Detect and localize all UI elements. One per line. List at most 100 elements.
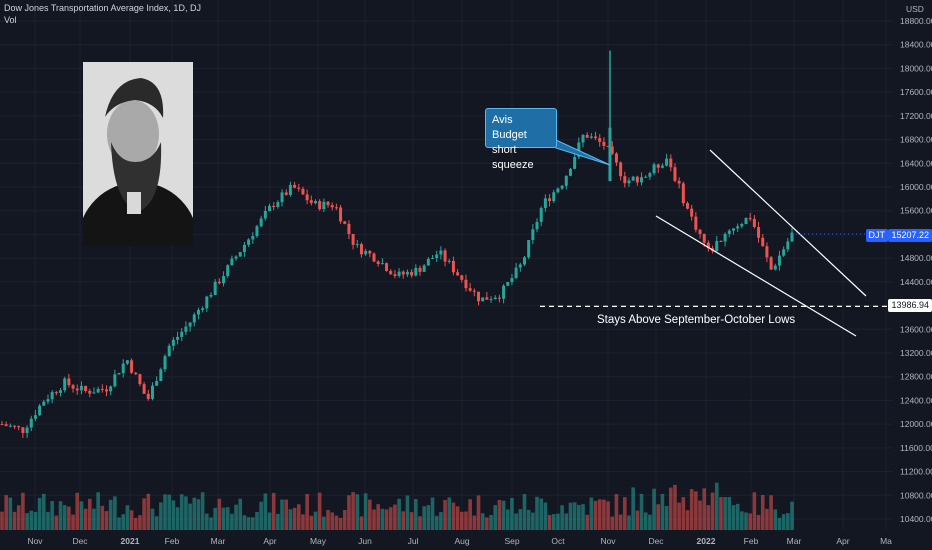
volume-bar: [514, 513, 518, 530]
last-price-tag: 15207.22: [888, 229, 932, 242]
volume-bar: [756, 514, 761, 530]
volume-bar: [296, 504, 301, 530]
volume-bar: [535, 496, 539, 530]
candle-body: [623, 176, 627, 184]
volume-bar: [21, 492, 25, 530]
volume-bar: [623, 497, 627, 530]
candle-body: [79, 385, 83, 391]
volume-bar: [271, 492, 276, 530]
volume-bar: [330, 512, 335, 530]
candle-body: [259, 218, 263, 227]
volume-bar: [326, 509, 330, 530]
candle-body: [426, 258, 430, 266]
volume-bar: [150, 508, 155, 530]
volume-bar: [401, 511, 406, 530]
volume-bar: [29, 510, 34, 530]
x-tick-label: 2021: [121, 536, 140, 546]
volume-bar: [347, 495, 351, 530]
volume-bar: [485, 517, 489, 530]
candle-body: [205, 296, 209, 309]
y-tick-label: 16000.00: [900, 182, 932, 192]
volume-bar: [409, 512, 414, 530]
candle-body: [92, 392, 96, 394]
volume-bar: [171, 500, 176, 530]
volume-bar: [518, 509, 523, 530]
candle-body: [568, 168, 572, 176]
volume-bar: [786, 513, 790, 530]
candle-body: [581, 134, 585, 143]
candle-body: [761, 237, 765, 247]
candle-body: [652, 164, 656, 174]
volume-bar: [288, 509, 293, 530]
candle-body: [75, 388, 79, 391]
volume-bar: [0, 511, 4, 530]
volume-bar: [384, 509, 389, 530]
candle-body: [740, 224, 744, 227]
candle-body: [25, 427, 29, 433]
candle-body: [644, 176, 648, 178]
candle-body: [339, 207, 343, 222]
candle-body: [305, 194, 309, 201]
candle-body: [686, 203, 690, 209]
candle-body: [510, 277, 514, 283]
candle-body: [13, 425, 17, 427]
volume-bar: [397, 498, 401, 530]
candle-body: [401, 271, 405, 275]
candle-body: [660, 165, 664, 168]
candle-body: [468, 288, 472, 291]
candle-body: [125, 360, 129, 364]
volume-bar: [723, 496, 727, 530]
candle-body: [635, 176, 639, 183]
x-tick-label: Apr: [263, 536, 276, 546]
volume-bar: [714, 482, 719, 530]
candle-body: [272, 205, 276, 208]
volume-bar: [334, 515, 339, 530]
volume-bar: [698, 500, 702, 530]
candle-body: [297, 187, 301, 189]
volume-bar: [493, 505, 498, 530]
candle-body: [146, 393, 150, 399]
candle-body: [176, 336, 180, 340]
candle-body: [17, 426, 21, 428]
candle-body: [410, 271, 414, 276]
candle-body: [522, 257, 526, 265]
candle-body: [418, 267, 422, 272]
squeeze-callout: Avis Budget short squeeze: [485, 108, 557, 171]
volume-bar: [96, 492, 100, 530]
candle-body: [539, 207, 543, 222]
candle-body: [326, 201, 330, 206]
volume-bar: [188, 503, 192, 530]
candle-body: [598, 138, 602, 142]
volume-bar: [50, 501, 54, 530]
volume-bar: [121, 514, 126, 530]
candle-body: [46, 399, 50, 402]
volume-bar: [589, 497, 594, 530]
volume-bar: [322, 516, 326, 530]
candle-body: [564, 175, 568, 186]
candle-body: [405, 271, 409, 275]
candle-body: [242, 244, 246, 253]
lower-trendline: [655, 215, 857, 337]
volume-bar: [100, 505, 105, 530]
volume-bar: [556, 513, 560, 530]
volume-bar: [255, 511, 259, 530]
x-tick-label: Jul: [408, 536, 419, 546]
volume-bar: [777, 517, 782, 530]
candle-body: [276, 202, 280, 208]
volume-bar: [163, 494, 167, 530]
candle-body: [748, 218, 752, 220]
volume-bar: [568, 502, 573, 530]
volume-bar: [685, 510, 690, 530]
candle-body: [493, 297, 497, 300]
candle-body: [343, 221, 347, 224]
y-tick-label: 18000.00: [900, 63, 932, 73]
volume-bar: [87, 498, 92, 530]
candle-body: [380, 263, 384, 265]
volume-bar: [338, 517, 343, 530]
candle-body: [376, 261, 380, 265]
volume-bar: [175, 507, 180, 530]
candle-body: [723, 233, 727, 242]
candle-body: [765, 246, 769, 258]
candle-body: [631, 176, 635, 181]
